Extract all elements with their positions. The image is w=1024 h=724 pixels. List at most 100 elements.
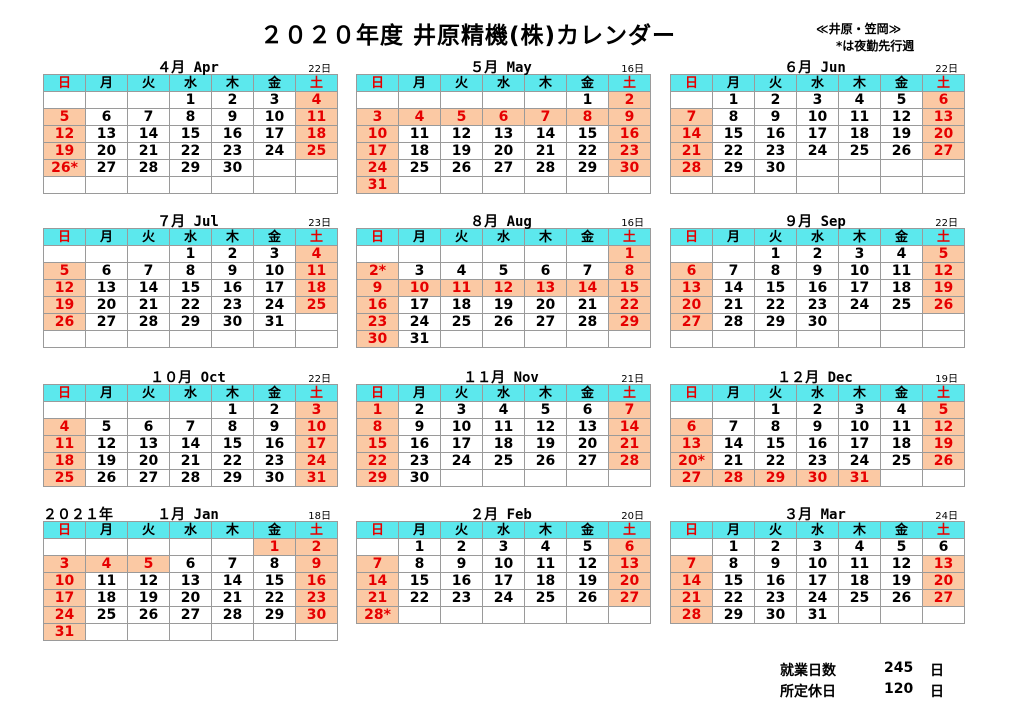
weekday-header: 月: [712, 228, 755, 246]
day-cell: 10: [295, 418, 338, 436]
empty-cell: [712, 176, 755, 194]
week-row: 13 14 15 16 17 18 19: [670, 435, 965, 453]
day-cell: 6: [85, 262, 128, 280]
empty-cell: [524, 176, 567, 194]
empty-cell: [127, 330, 170, 348]
day-cell: 22: [253, 589, 296, 607]
weekday-header: 木: [524, 521, 567, 539]
day-cell: 6: [524, 262, 567, 280]
day-cell: 9: [211, 262, 254, 280]
weekday-header: 月: [712, 74, 755, 92]
day-cell: 19: [482, 296, 525, 314]
empty-cell: [566, 176, 609, 194]
day-cell: 5: [880, 91, 923, 109]
month-label: ６月 Jun: [784, 60, 846, 76]
day-cell: 16: [754, 125, 797, 143]
day-cell: 21: [608, 435, 651, 453]
month-label: １２月 Dec: [777, 370, 853, 386]
month-workdays: 22日: [935, 64, 958, 75]
weekday-header: 水: [796, 74, 839, 92]
month-workdays: 22日: [308, 64, 331, 75]
week-row: 11 12 13 14 15 16 17: [43, 435, 338, 453]
day-cell: 1: [754, 401, 797, 419]
day-cell: 23: [754, 589, 797, 607]
week-row: 5 6 7 8 9 10 11: [43, 108, 338, 126]
day-cell: 17: [838, 435, 881, 453]
day-cell: 3: [440, 401, 483, 419]
day-cell: 27: [127, 469, 170, 487]
empty-cell: [43, 538, 86, 556]
day-cell: 14: [127, 125, 170, 143]
day-cell: 16: [608, 125, 651, 143]
empty-cell: [880, 313, 923, 331]
day-cell: 2: [295, 538, 338, 556]
weekday-header: 木: [524, 228, 567, 246]
weekday-header: 金: [253, 228, 296, 246]
day-cell: 17: [253, 125, 296, 143]
day-cell: 23: [440, 589, 483, 607]
day-cell: 16: [356, 296, 399, 314]
day-cell: 4: [295, 245, 338, 263]
day-cell: 10: [838, 418, 881, 436]
empty-cell: [211, 330, 254, 348]
weekday-header-row: 日月火水木金土: [670, 384, 965, 402]
day-cell: 3: [253, 245, 296, 263]
day-cell: 30: [211, 313, 254, 331]
day-cell: 21: [670, 142, 713, 160]
week-row: 4 5 6 7 8 9 10: [43, 418, 338, 436]
day-cell: 7: [712, 418, 755, 436]
year-prefix: ２０２１年: [43, 507, 113, 523]
day-cell: 10: [482, 555, 525, 573]
day-cell: 12: [566, 555, 609, 573]
day-cell: 14: [169, 435, 212, 453]
weekday-header: 土: [922, 521, 965, 539]
day-cell: 13: [85, 279, 128, 297]
weekday-header: 木: [524, 384, 567, 402]
weekday-header: 日: [356, 74, 399, 92]
day-cell: 5: [524, 401, 567, 419]
day-cell: 11: [43, 435, 86, 453]
month-header: １２月 Dec 19日: [670, 366, 960, 386]
week-row: 25 26 27 28 29 30 31: [43, 469, 338, 487]
day-cell: 20: [85, 142, 128, 160]
weekday-header: 火: [440, 384, 483, 402]
day-cell: 29: [211, 469, 254, 487]
day-cell: 25: [838, 589, 881, 607]
month-header: ２０２１年 １月 Jan 18日: [43, 503, 333, 523]
day-cell: 22: [754, 296, 797, 314]
day-cell: 1: [356, 401, 399, 419]
day-cell: 15: [608, 279, 651, 297]
day-cell: 17: [356, 142, 399, 160]
day-cell: 19: [85, 452, 128, 470]
empty-cell: [43, 401, 86, 419]
day-cell: 24: [295, 452, 338, 470]
day-cell: 3: [482, 538, 525, 556]
empty-cell: [440, 330, 483, 348]
day-cell: 6: [169, 555, 212, 573]
day-cell: 20: [524, 296, 567, 314]
weekday-header: 金: [566, 384, 609, 402]
calendar-grid: 日月火水木金土 1 2 3 4 5 6 7 8 9 10 11 12 13 14 15 16 17 18 19 20 21…: [43, 384, 338, 487]
day-cell: 20: [482, 142, 525, 160]
week-row: 28*: [356, 606, 651, 624]
day-cell: 2: [796, 401, 839, 419]
day-cell: 14: [670, 125, 713, 143]
month-workdays: 22日: [935, 218, 958, 229]
day-cell: 3: [838, 401, 881, 419]
empty-cell: [482, 606, 525, 624]
day-cell: 8: [754, 262, 797, 280]
day-cell: 29: [169, 313, 212, 331]
day-cell: 8: [608, 262, 651, 280]
weekday-header: 水: [169, 521, 212, 539]
week-row: 21 22 23 24 25 26 27: [670, 142, 965, 160]
day-cell: 19: [922, 435, 965, 453]
month-label: ９月 Sep: [784, 214, 846, 230]
weekday-header: 土: [922, 74, 965, 92]
calendar-grid: 日月火水木金土 1 2 3 4 5 6 7 8 9 10 11 12 13 14 15 16 17 18 19 20 21…: [670, 228, 965, 348]
week-row: 22 23 24 25 26 27 28: [356, 452, 651, 470]
day-cell: 2: [754, 91, 797, 109]
month-header: ３月 Mar 24日: [670, 503, 960, 523]
day-cell: 7: [608, 401, 651, 419]
